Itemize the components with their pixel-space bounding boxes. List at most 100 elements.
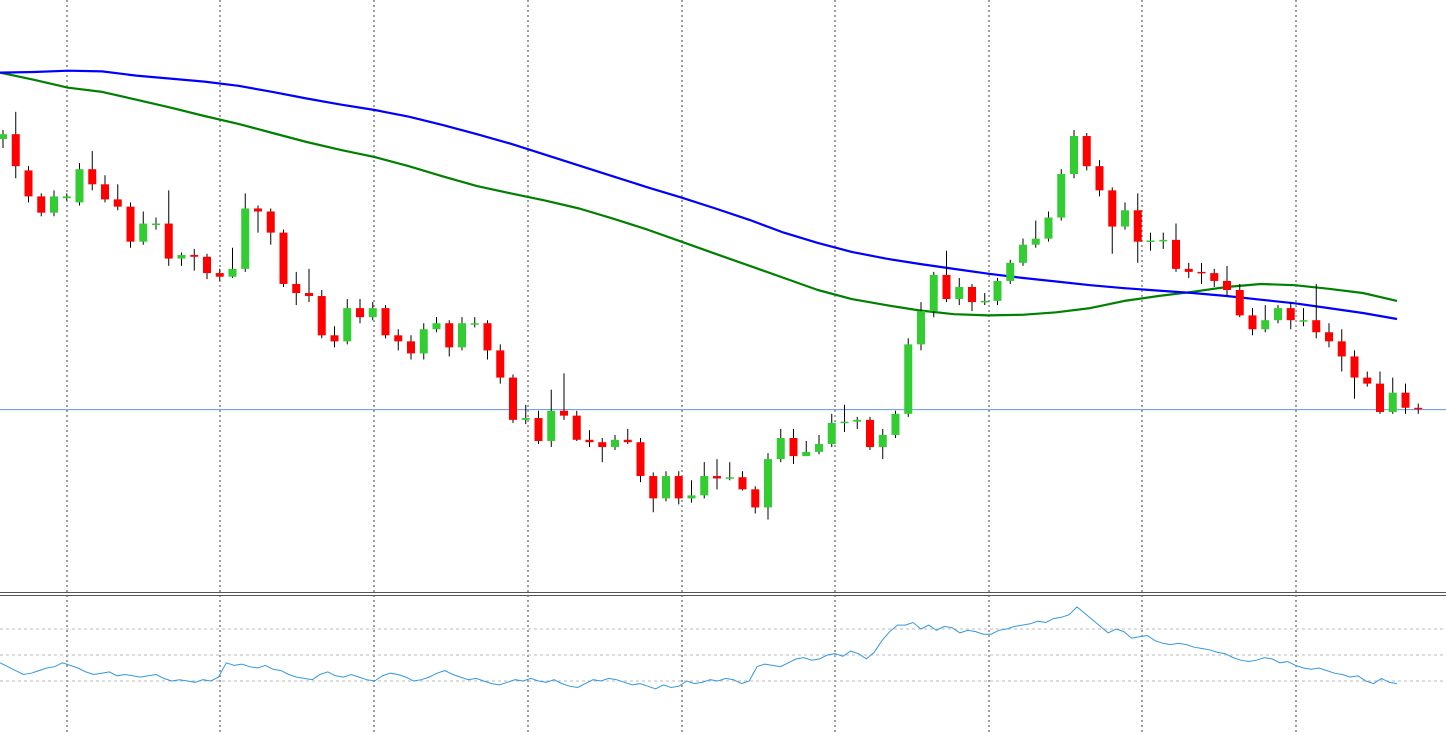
candle-body-bear (1248, 315, 1257, 330)
candle (572, 410, 581, 441)
candle (1312, 283, 1321, 339)
candle (190, 248, 199, 271)
candle (50, 190, 58, 217)
candle-body-bear (1223, 280, 1231, 290)
candle (1095, 160, 1104, 197)
candle-body-bear (1414, 407, 1423, 410)
candle (929, 271, 938, 318)
candle (1274, 305, 1282, 324)
candle-body-bear (254, 208, 262, 212)
candle (101, 175, 109, 203)
candle-body-bull (725, 477, 734, 479)
candle-body-bear (636, 442, 645, 477)
candle-body-bull (177, 254, 186, 259)
candle-body-bull (547, 410, 556, 441)
candle (1070, 129, 1078, 179)
candle (1376, 371, 1384, 414)
candle (598, 437, 607, 463)
candle-body-bear (623, 439, 632, 443)
candle (330, 326, 339, 348)
candle (1286, 302, 1295, 330)
candle-body-bear (598, 442, 607, 448)
candle-body-bear (1337, 341, 1346, 357)
candle (751, 486, 760, 514)
candle-body-bull (1274, 308, 1282, 321)
candle-body-bear (713, 476, 721, 479)
moving-averages (0, 69, 1398, 321)
candle-body-bull (1146, 240, 1155, 242)
candle (636, 437, 645, 483)
candle-body-bear (509, 377, 517, 420)
candle-body-bear (496, 350, 505, 378)
candle-body-bull (75, 169, 84, 203)
candle (266, 208, 275, 245)
candle-body-bear (1210, 273, 1219, 281)
candle-body-bull (1070, 135, 1078, 175)
oscillator-line (0, 606, 1398, 690)
candle-body-bear (330, 335, 339, 342)
candle (1363, 371, 1372, 387)
candle-body-bull (1006, 262, 1015, 281)
candle-body-bull (1031, 238, 1040, 245)
candle-body-bull (700, 476, 709, 496)
candle-body-bear (1172, 239, 1180, 269)
candle-body-bear (560, 410, 568, 416)
candle (853, 416, 862, 429)
candle (113, 184, 122, 211)
candle (611, 434, 619, 451)
candle-body-bear (866, 419, 874, 448)
candle-body-bear (215, 273, 224, 277)
candle-body-bear (24, 170, 33, 197)
candle (152, 217, 160, 230)
candle-body-bear (1376, 383, 1384, 413)
candle (585, 430, 594, 448)
candle (1108, 187, 1117, 254)
candle (687, 480, 696, 503)
candle-body-bull (929, 274, 938, 312)
candle (407, 335, 415, 360)
candle-body-bull (1121, 210, 1129, 227)
candle (215, 268, 224, 281)
candle (24, 166, 33, 203)
candle (1044, 211, 1053, 242)
candle-body-bear (1325, 332, 1333, 342)
candle-body-bear (942, 274, 951, 300)
candle-body-bear (266, 211, 275, 233)
candle (649, 472, 658, 513)
candle (789, 428, 798, 464)
candle-body-bull (917, 311, 925, 345)
candle (1082, 132, 1091, 171)
candle (968, 283, 976, 312)
candle-body-bull (152, 223, 160, 226)
moving-average-slow-line (0, 69, 1398, 321)
candle-body-bear (789, 437, 798, 457)
panel-separator (0, 592, 1446, 596)
candle-body-bear (1095, 166, 1104, 191)
candle-body-bull (993, 280, 1002, 301)
candle-body-bear (751, 489, 760, 508)
candle-body-bear (1133, 210, 1142, 242)
candle-body-bear (164, 223, 173, 259)
candle (980, 293, 989, 306)
candle (1031, 220, 1040, 248)
candle-body-bear (649, 476, 658, 499)
candle-body-bull (840, 421, 849, 424)
candle (1159, 232, 1168, 249)
candle (942, 250, 951, 303)
grid (66, 0, 1297, 735)
candle (470, 317, 479, 328)
candle-body-bull (1019, 244, 1027, 263)
candle (802, 441, 811, 457)
candle-body-bear (292, 283, 301, 294)
candle (11, 111, 20, 179)
candle (1388, 377, 1397, 414)
candle-body-bear (1184, 268, 1193, 272)
candle-body-bear (305, 293, 313, 297)
candle (228, 247, 237, 278)
candle (177, 252, 186, 266)
candle-body-bear (101, 184, 109, 200)
candle-body-bear (37, 196, 46, 213)
candle (343, 299, 352, 345)
